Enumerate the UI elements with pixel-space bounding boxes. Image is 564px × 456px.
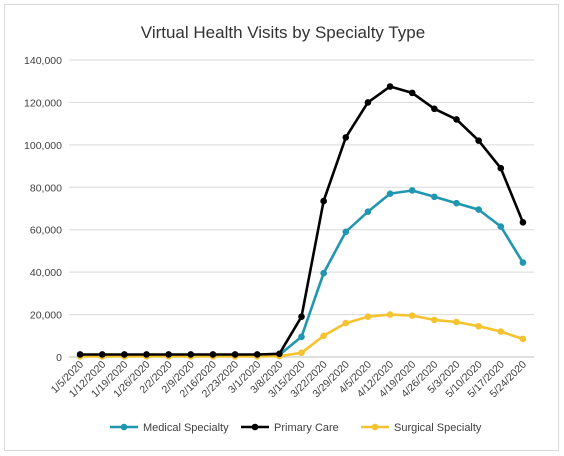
data-point (320, 269, 327, 277)
data-point (497, 328, 505, 335)
data-point (342, 134, 350, 141)
data-point (209, 351, 217, 358)
y-tick-label: 140,000 (24, 55, 62, 67)
legend-item: Primary Care (241, 422, 339, 434)
data-point (342, 228, 350, 236)
data-point (453, 116, 460, 123)
data-point (475, 322, 482, 330)
data-point (320, 332, 327, 340)
data-point (408, 89, 416, 97)
legend-label: Medical Specialty (143, 422, 229, 434)
data-point (519, 259, 527, 266)
data-point (364, 99, 372, 106)
data-point (431, 193, 438, 201)
data-point (298, 349, 305, 357)
series-primary-care (76, 83, 527, 358)
data-point (276, 350, 283, 358)
data-point (187, 351, 195, 358)
data-point (364, 208, 372, 215)
series-medical-specialty (76, 187, 527, 359)
data-point (408, 187, 416, 194)
data-point (98, 351, 106, 358)
data-point (143, 351, 150, 358)
data-point (386, 83, 394, 90)
data-point (76, 351, 84, 358)
legend: Medical Specialty Primary Care Surgical Sp… (110, 422, 482, 434)
data-point (342, 319, 350, 327)
legend-label: Primary Care (274, 422, 339, 434)
y-tick-label: 80,000 (30, 182, 62, 194)
data-point (519, 335, 527, 343)
x-axis-ticks: 1/5/20201/12/20201/19/20201/26/20202/2/2… (49, 359, 529, 401)
y-tick-label: 100,000 (24, 140, 62, 152)
data-point (431, 105, 438, 113)
data-point (475, 137, 482, 144)
legend-item: Medical Specialty (110, 422, 229, 434)
data-point (497, 164, 505, 172)
data-point (386, 311, 394, 318)
y-tick-label: 40,000 (30, 267, 62, 279)
legend-marker (120, 423, 128, 431)
data-point (453, 318, 460, 326)
y-tick-label: 20,000 (30, 310, 62, 322)
data-point (475, 206, 482, 213)
data-point (253, 351, 261, 358)
data-point (364, 313, 372, 320)
legend-label: Surgical Specialty (394, 422, 482, 434)
data-point (231, 351, 239, 358)
series-lines (76, 83, 527, 360)
legend-item: Surgical Specialty (361, 422, 482, 434)
chart-title: Virtual Health Visits by Specialty Type (141, 23, 425, 42)
series-line (80, 189, 525, 357)
y-tick-label: 60,000 (30, 225, 62, 237)
data-point (121, 351, 128, 358)
data-point (298, 313, 305, 320)
legend-marker (371, 423, 379, 431)
y-tick-label: 120,000 (24, 97, 62, 109)
data-point (298, 333, 305, 341)
data-point (165, 351, 172, 358)
chart-frame (4, 4, 559, 451)
y-tick-label: 0 (56, 352, 62, 364)
data-point (408, 312, 416, 319)
data-point (431, 316, 438, 324)
y-axis-ticks: 0 20,000 40,000 60,000 80,000 100,000 120,000 1… (24, 55, 62, 364)
data-point (497, 223, 505, 230)
data-point (519, 218, 527, 226)
data-point (453, 199, 460, 207)
data-point (320, 197, 327, 205)
data-point (386, 190, 394, 197)
legend-marker (251, 423, 259, 431)
